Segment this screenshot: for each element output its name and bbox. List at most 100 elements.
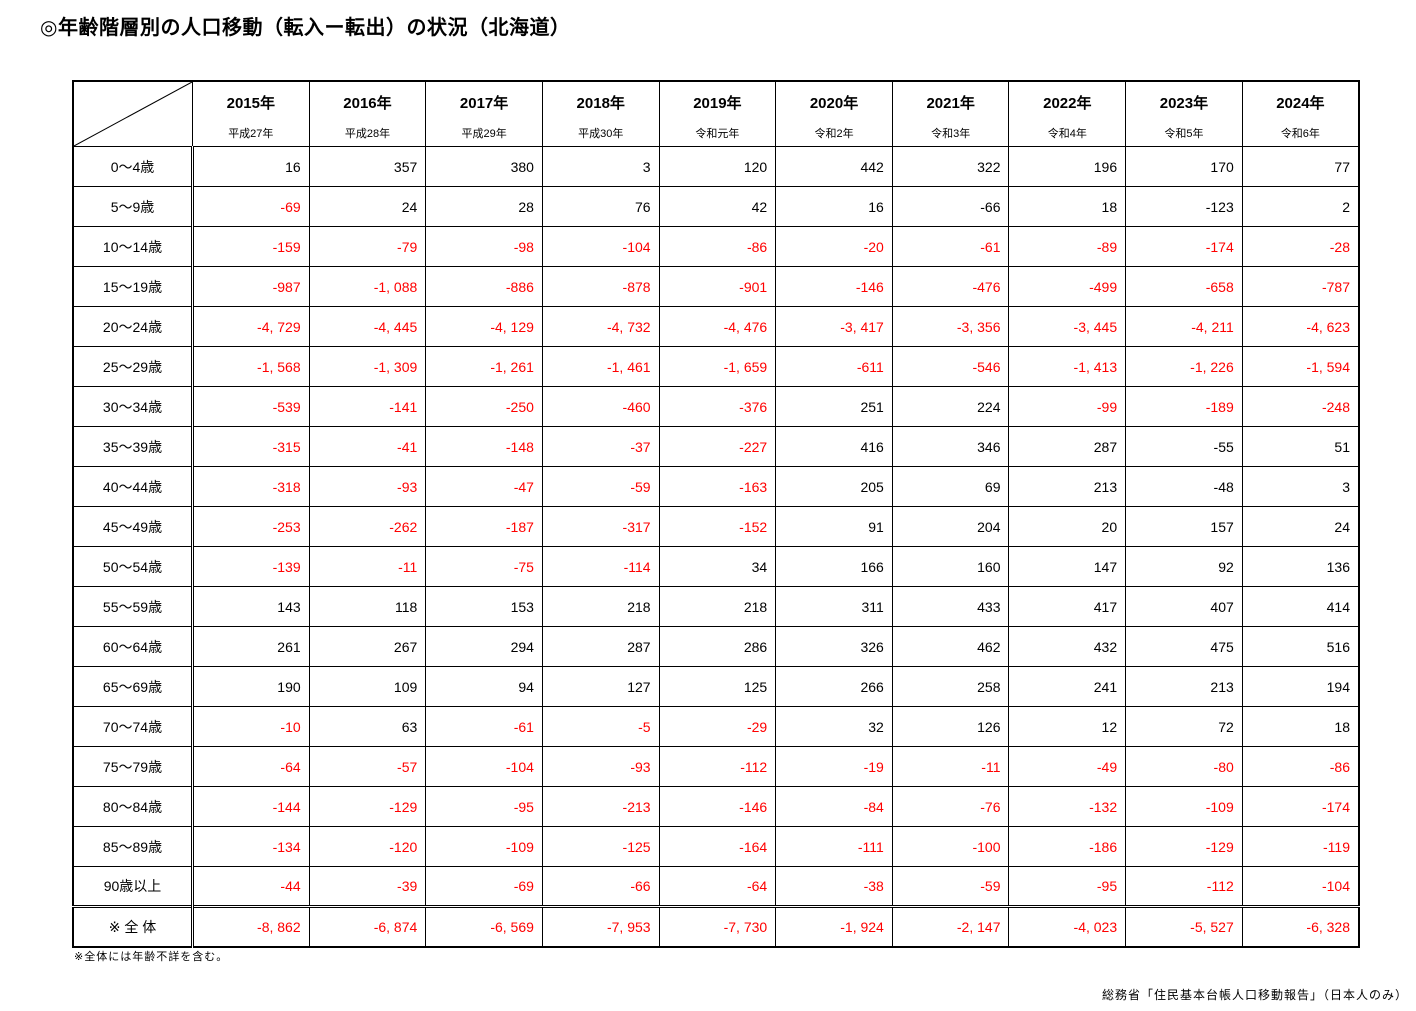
value-cell: -100 <box>891 826 1010 867</box>
value-cell: -112 <box>1125 866 1243 907</box>
value-cell: -139 <box>192 546 310 587</box>
value-cell: -460 <box>541 386 660 427</box>
row-label: ※ 全 体 <box>72 905 194 947</box>
age-row: 75～79歳 -64 -57 -104 -93 -112 -19 -11 -49 -80 -86 <box>72 746 1360 787</box>
value-cell: 63 <box>308 706 427 747</box>
value-cell: -4, 729 <box>192 306 310 347</box>
column-year-label: 2021年 <box>926 95 975 112</box>
diagonal-line-icon <box>74 82 192 146</box>
migration-table: 2015年 平成27年 2016年 平成28年 2017年 平成29年 2018年 平成30年… <box>72 80 1360 948</box>
value-cell: -164 <box>658 826 777 867</box>
value-cell: 143 <box>192 586 310 627</box>
row-label: 75～79歳 <box>72 746 194 787</box>
value-cell: 28 <box>425 186 543 227</box>
value-cell: 267 <box>308 626 427 667</box>
value-cell: -174 <box>1125 226 1243 267</box>
value-cell: 147 <box>1008 546 1127 587</box>
value-cell: -4, 211 <box>1125 306 1243 347</box>
value-cell: -3, 356 <box>891 306 1010 347</box>
value-cell: -48 <box>1125 466 1243 507</box>
value-cell: 475 <box>1125 626 1243 667</box>
value-cell: -253 <box>192 506 310 547</box>
column-header-2018: 2018年 平成30年 <box>541 80 660 147</box>
value-cell: -315 <box>192 426 310 467</box>
value-cell: 118 <box>308 586 427 627</box>
row-label: 35～39歳 <box>72 426 194 467</box>
value-cell: -4, 476 <box>658 306 777 347</box>
column-header-2023: 2023年 令和5年 <box>1125 80 1243 147</box>
value-cell: -546 <box>891 346 1010 387</box>
row-label: 45～49歳 <box>72 506 194 547</box>
value-cell: -987 <box>192 266 310 307</box>
value-cell: 294 <box>425 626 543 667</box>
value-cell: -1, 261 <box>425 346 543 387</box>
value-cell: -11 <box>308 546 427 587</box>
row-label: 30～34歳 <box>72 386 194 427</box>
value-cell: -29 <box>658 706 777 747</box>
age-row: 85～89歳 -134 -120 -109 -125 -164 -111 -100 -186 -1… <box>72 826 1360 867</box>
value-cell: -79 <box>308 226 427 267</box>
value-cell: -144 <box>192 786 310 827</box>
value-cell: -611 <box>775 346 893 387</box>
value-cell: 166 <box>775 546 893 587</box>
value-cell: 160 <box>891 546 1010 587</box>
value-cell: 516 <box>1241 626 1360 667</box>
value-cell: -28 <box>1241 226 1360 267</box>
value-cell: -1, 924 <box>775 905 893 947</box>
value-cell: -1, 461 <box>541 346 660 387</box>
value-cell: -38 <box>775 866 893 907</box>
value-cell: 442 <box>775 146 893 187</box>
value-cell: 213 <box>1008 466 1127 507</box>
value-cell: 92 <box>1125 546 1243 587</box>
value-cell: -111 <box>775 826 893 867</box>
row-label: 85～89歳 <box>72 826 194 867</box>
value-cell: -5, 527 <box>1125 905 1243 947</box>
column-header-2016: 2016年 平成28年 <box>308 80 427 147</box>
value-cell: -6, 874 <box>308 905 427 947</box>
value-cell: 18 <box>1241 706 1360 747</box>
value-cell: 432 <box>1008 626 1127 667</box>
page-title: ◎年齢階層別の人口移動（転入ー転出）の状況（北海道） <box>40 17 571 39</box>
column-era-label: 令和6年 <box>1280 128 1320 140</box>
value-cell: -3, 445 <box>1008 306 1127 347</box>
value-cell: 24 <box>308 186 427 227</box>
age-row: 70～74歳 -10 63 -61 -5 -29 32 126 12 72 18 <box>72 706 1360 747</box>
value-cell: 218 <box>658 586 777 627</box>
value-cell: -75 <box>425 546 543 587</box>
value-cell: -186 <box>1008 826 1127 867</box>
value-cell: -69 <box>425 866 543 907</box>
value-cell: -227 <box>658 426 777 467</box>
value-cell: -213 <box>541 786 660 827</box>
source-note: 総務省「住民基本台帳人口移動報告」（日本人のみ） <box>1101 988 1408 1002</box>
value-cell: -129 <box>1125 826 1243 867</box>
value-cell: -104 <box>1241 866 1360 907</box>
value-cell: -499 <box>1008 266 1127 307</box>
value-cell: -123 <box>1125 186 1243 227</box>
value-cell: 24 <box>1241 506 1360 547</box>
value-cell: 72 <box>1125 706 1243 747</box>
column-header-2019: 2019年 令和元年 <box>658 80 777 147</box>
value-cell: 18 <box>1008 186 1127 227</box>
age-row: 5～9歳 -69 24 28 76 42 16 -66 18 -123 2 <box>72 186 1360 227</box>
value-cell: -76 <box>891 786 1010 827</box>
value-cell: 224 <box>891 386 1010 427</box>
value-cell: -878 <box>541 266 660 307</box>
age-row: 20～24歳 -4, 729 -4, 445 -4, 129 -4, 732 -4, 47… <box>72 306 1360 347</box>
value-cell: -10 <box>192 706 310 747</box>
value-cell: -95 <box>425 786 543 827</box>
age-row: 40～44歳 -318 -93 -47 -59 -163 205 69 213 -48 3 <box>72 466 1360 507</box>
value-cell: -317 <box>541 506 660 547</box>
value-cell: -11 <box>891 746 1010 787</box>
value-cell: -49 <box>1008 746 1127 787</box>
value-cell: -658 <box>1125 266 1243 307</box>
value-cell: 34 <box>658 546 777 587</box>
value-cell: -4, 623 <box>1241 306 1360 347</box>
value-cell: -159 <box>192 226 310 267</box>
value-cell: -8, 862 <box>192 905 310 947</box>
value-cell: -146 <box>775 266 893 307</box>
age-row: 60～64歳 261 267 294 287 286 326 462 432 475 516 <box>72 626 1360 667</box>
column-year-label: 2023年 <box>1159 95 1209 112</box>
value-cell: 76 <box>541 186 660 227</box>
value-cell: 407 <box>1125 586 1243 627</box>
value-cell: -104 <box>425 746 543 787</box>
